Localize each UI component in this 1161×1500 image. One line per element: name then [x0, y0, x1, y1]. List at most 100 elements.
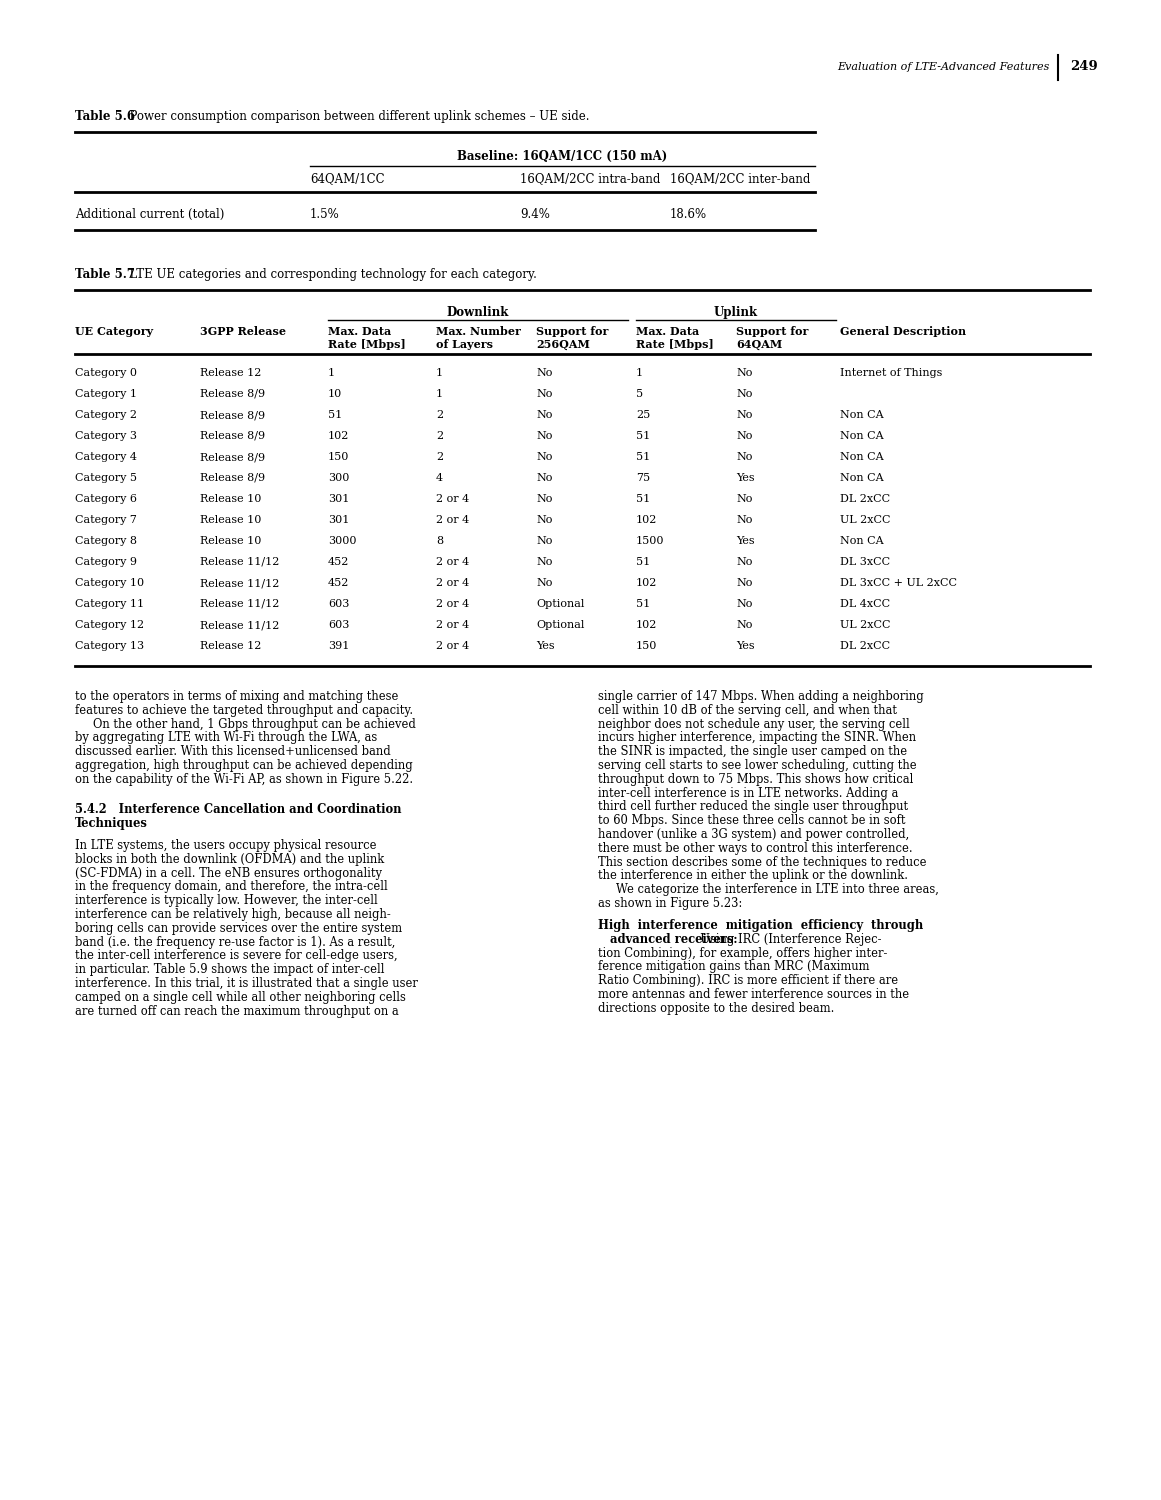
Text: tion Combining), for example, offers higher inter-: tion Combining), for example, offers hig…	[598, 946, 887, 960]
Text: Non CA: Non CA	[841, 536, 884, 546]
Text: advanced receivers:: advanced receivers:	[598, 933, 737, 946]
Text: 452: 452	[329, 578, 349, 588]
Text: Category 13: Category 13	[75, 640, 144, 651]
Text: We categorize the interference in LTE into three areas,: We categorize the interference in LTE in…	[616, 884, 939, 896]
Text: 102: 102	[329, 430, 349, 441]
Text: Category 5: Category 5	[75, 472, 137, 483]
Text: Release 11/12: Release 11/12	[200, 578, 280, 588]
Text: 51: 51	[636, 430, 650, 441]
Text: DL 3xCC + UL 2xCC: DL 3xCC + UL 2xCC	[841, 578, 957, 588]
Text: 150: 150	[329, 452, 349, 462]
Text: On the other hand, 1 Gbps throughput can be achieved: On the other hand, 1 Gbps throughput can…	[93, 717, 416, 730]
Text: 3000: 3000	[329, 536, 356, 546]
Text: No: No	[536, 536, 553, 546]
Text: Power consumption comparison between different uplink schemes – UE side.: Power consumption comparison between dif…	[122, 110, 590, 123]
Text: 603: 603	[329, 598, 349, 609]
Text: Rate [Mbps]: Rate [Mbps]	[329, 339, 405, 350]
Text: No: No	[536, 578, 553, 588]
Text: No: No	[536, 472, 553, 483]
Text: 2 or 4: 2 or 4	[437, 578, 469, 588]
Text: No: No	[536, 430, 553, 441]
Text: No: No	[536, 556, 553, 567]
Text: No: No	[736, 514, 752, 525]
Text: 150: 150	[636, 640, 657, 651]
Text: 1.5%: 1.5%	[310, 209, 340, 220]
Text: Ratio Combining). IRC is more efficient if there are: Ratio Combining). IRC is more efficient …	[598, 975, 899, 987]
Text: Downlink: Downlink	[447, 306, 510, 320]
Text: blocks in both the downlink (OFDMA) and the uplink: blocks in both the downlink (OFDMA) and …	[75, 853, 384, 865]
Text: No: No	[736, 388, 752, 399]
Text: Release 8/9: Release 8/9	[200, 452, 265, 462]
Text: 16QAM/2CC intra-band: 16QAM/2CC intra-band	[520, 172, 661, 184]
Text: handover (unlike a 3G system) and power controlled,: handover (unlike a 3G system) and power …	[598, 828, 909, 842]
Text: there must be other ways to control this interference.: there must be other ways to control this…	[598, 842, 913, 855]
Text: Yes: Yes	[536, 640, 555, 651]
Text: No: No	[736, 556, 752, 567]
Text: 1: 1	[636, 368, 643, 378]
Text: 16QAM/2CC inter-band: 16QAM/2CC inter-band	[670, 172, 810, 184]
Text: throughput down to 75 Mbps. This shows how critical: throughput down to 75 Mbps. This shows h…	[598, 772, 914, 786]
Text: 25: 25	[636, 410, 650, 420]
Text: ference mitigation gains than MRC (Maximum: ference mitigation gains than MRC (Maxim…	[598, 960, 870, 974]
Text: incurs higher interference, impacting the SINR. When: incurs higher interference, impacting th…	[598, 732, 916, 744]
Text: No: No	[736, 410, 752, 420]
Text: cell within 10 dB of the serving cell, and when that: cell within 10 dB of the serving cell, a…	[598, 704, 897, 717]
Text: the interference in either the uplink or the downlink.: the interference in either the uplink or…	[598, 870, 908, 882]
Text: Release 8/9: Release 8/9	[200, 388, 265, 399]
Text: Yes: Yes	[736, 536, 755, 546]
Text: No: No	[736, 620, 752, 630]
Text: General Description: General Description	[841, 326, 966, 338]
Text: DL 2xCC: DL 2xCC	[841, 494, 890, 504]
Text: Non CA: Non CA	[841, 452, 884, 462]
Text: camped on a single cell while all other neighboring cells: camped on a single cell while all other …	[75, 992, 406, 1004]
Text: interference is typically low. However, the inter-cell: interference is typically low. However, …	[75, 894, 377, 908]
Text: Category 11: Category 11	[75, 598, 144, 609]
Text: Category 6: Category 6	[75, 494, 137, 504]
Text: 64QAM: 64QAM	[736, 339, 783, 350]
Text: 1: 1	[329, 368, 336, 378]
Text: High  interference  mitigation  efficiency  through: High interference mitigation efficiency …	[598, 920, 923, 932]
Text: Table 5.6: Table 5.6	[75, 110, 135, 123]
Text: 18.6%: 18.6%	[670, 209, 707, 220]
Text: Non CA: Non CA	[841, 472, 884, 483]
Text: 2 or 4: 2 or 4	[437, 620, 469, 630]
Text: No: No	[736, 368, 752, 378]
Text: Category 9: Category 9	[75, 556, 137, 567]
Text: Using IRC (Interference Rejec-: Using IRC (Interference Rejec-	[693, 933, 881, 946]
Text: 1500: 1500	[636, 536, 664, 546]
Text: 75: 75	[636, 472, 650, 483]
Text: Release 11/12: Release 11/12	[200, 598, 280, 609]
Text: Optional: Optional	[536, 598, 584, 609]
Text: Release 8/9: Release 8/9	[200, 410, 265, 420]
Text: Support for: Support for	[736, 326, 808, 338]
Text: 10: 10	[329, 388, 342, 399]
Text: 102: 102	[636, 620, 657, 630]
Text: 391: 391	[329, 640, 349, 651]
Text: to the operators in terms of mixing and matching these: to the operators in terms of mixing and …	[75, 690, 398, 703]
Text: No: No	[736, 430, 752, 441]
Text: 301: 301	[329, 514, 349, 525]
Text: Release 12: Release 12	[200, 640, 261, 651]
Text: 51: 51	[636, 452, 650, 462]
Text: Evaluation of LTE-Advanced Features: Evaluation of LTE-Advanced Features	[837, 62, 1050, 72]
Text: 301: 301	[329, 494, 349, 504]
Text: the inter-cell interference is severe for cell-edge users,: the inter-cell interference is severe fo…	[75, 950, 397, 963]
Text: Techniques: Techniques	[75, 818, 147, 830]
Text: 1: 1	[437, 388, 444, 399]
Text: Max. Number: Max. Number	[437, 326, 521, 338]
Text: are turned off can reach the maximum throughput on a: are turned off can reach the maximum thr…	[75, 1005, 398, 1017]
Text: Table 5.7: Table 5.7	[75, 268, 135, 280]
Text: 1: 1	[437, 368, 444, 378]
Text: In LTE systems, the users occupy physical resource: In LTE systems, the users occupy physica…	[75, 839, 376, 852]
Text: discussed earlier. With this licensed+unlicensed band: discussed earlier. With this licensed+un…	[75, 746, 391, 758]
Text: No: No	[736, 494, 752, 504]
Text: Non CA: Non CA	[841, 430, 884, 441]
Text: the SINR is impacted, the single user camped on the: the SINR is impacted, the single user ca…	[598, 746, 907, 758]
Text: 300: 300	[329, 472, 349, 483]
Text: 2 or 4: 2 or 4	[437, 598, 469, 609]
Text: Baseline: 16QAM/1CC (150 mA): Baseline: 16QAM/1CC (150 mA)	[457, 150, 668, 164]
Text: No: No	[536, 514, 553, 525]
Text: DL 2xCC: DL 2xCC	[841, 640, 890, 651]
Text: No: No	[536, 410, 553, 420]
Text: 2: 2	[437, 410, 444, 420]
